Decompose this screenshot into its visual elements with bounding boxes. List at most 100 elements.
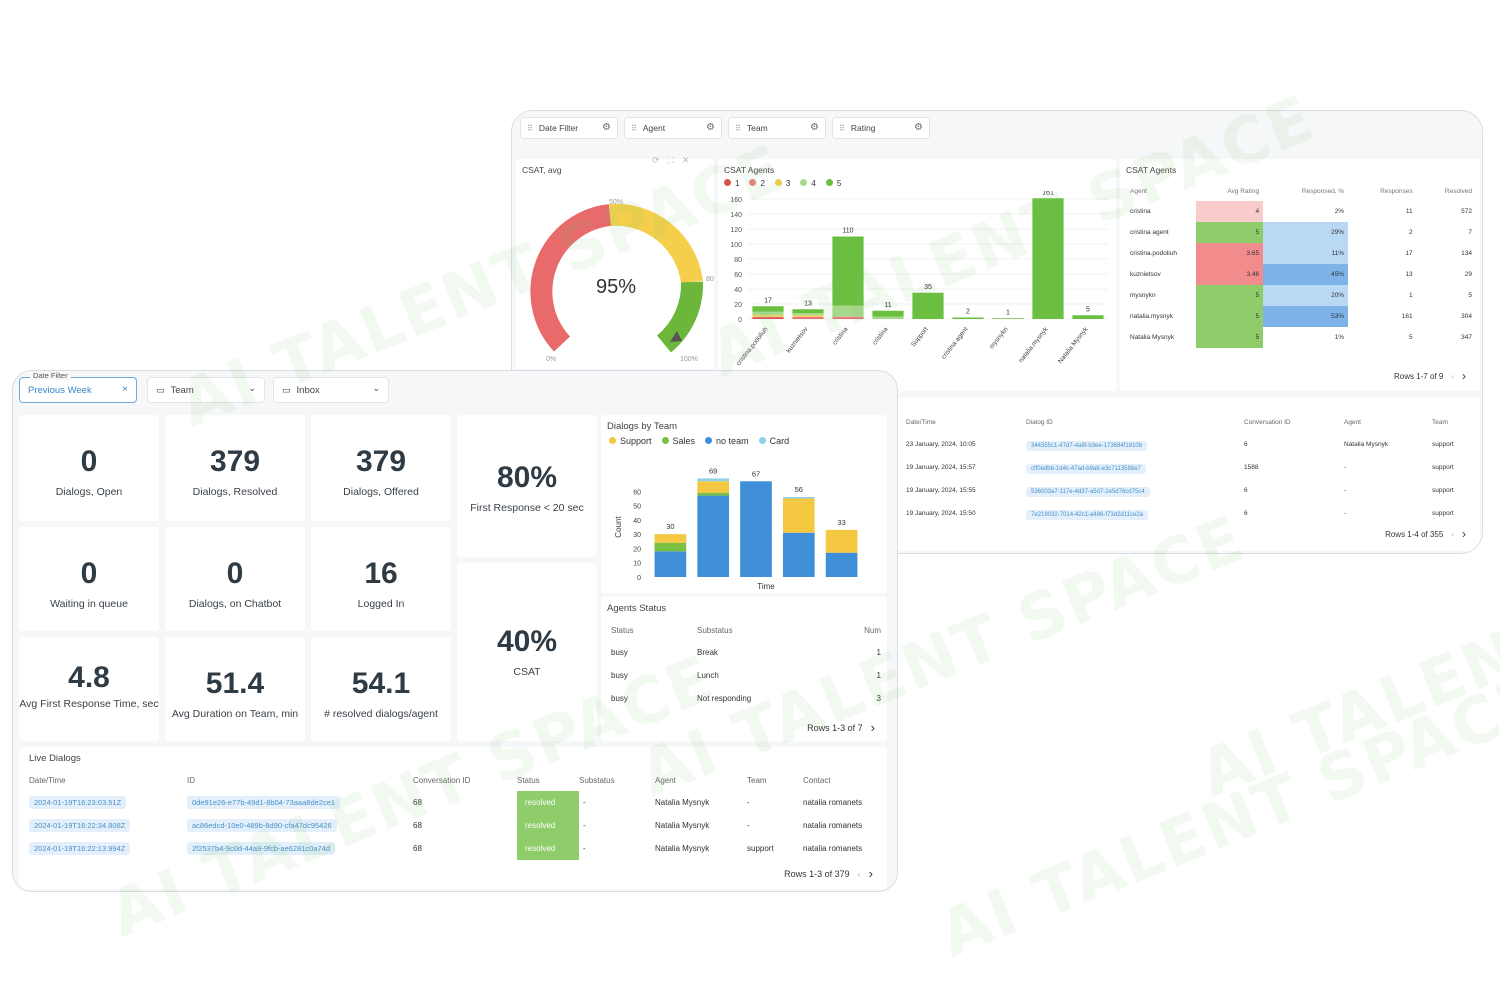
legend-item[interactable]: Support (609, 436, 652, 446)
bar-segment[interactable] (992, 318, 1024, 319)
bar-segment[interactable] (752, 306, 784, 312)
bar-segment[interactable] (697, 478, 730, 482)
bar-segment[interactable] (752, 311, 784, 316)
drag-handle-icon[interactable]: ⠿ (631, 123, 637, 133)
datetime-cell[interactable]: 2024-01-19T16:23:03.51Z (29, 791, 187, 814)
chevron-left-icon[interactable]: ‹ (1451, 371, 1454, 381)
datetime-cell[interactable]: 2024-01-19T16:22:13.994Z (29, 837, 187, 860)
datetime-pill[interactable]: 2024-01-19T16:23:03.51Z (29, 796, 127, 809)
legend-item[interactable]: Card (758, 436, 789, 446)
legend-item[interactable]: no team (705, 436, 749, 446)
bar-segment[interactable] (752, 316, 784, 318)
table-row[interactable]: 2024-01-19T16:23:03.51Z 0de91e26-e77b-49d… (29, 791, 879, 814)
chevron-down-icon[interactable]: ⌄ (248, 383, 256, 393)
filter-agent[interactable]: ⠿ Agent ⚙ (624, 117, 722, 139)
bar-segment[interactable] (792, 313, 824, 316)
bar-segment[interactable] (740, 481, 772, 577)
table-row[interactable]: 2024-01-19T16:22:13.994Z 2f2537b4-9c0d-44… (29, 837, 879, 860)
dialog-id-pill[interactable]: cff0edbb-1d4c-47ad-b9a8-e3c7113588e7 (1026, 464, 1146, 474)
bar-segment[interactable] (872, 316, 904, 319)
legend-item[interactable]: 1 (724, 179, 739, 188)
table-row[interactable]: 23 January, 2024, 10:05 344355c1-47d7-4a8… (906, 433, 1472, 456)
fullscreen-icon[interactable]: ⛶ (667, 155, 682, 165)
table-row[interactable]: 19 January, 2024, 15:57 cff0edbb-1d4c-47a… (906, 456, 1472, 479)
bar-segment[interactable] (752, 317, 784, 320)
chevron-right-icon[interactable]: › (870, 720, 875, 735)
dialog-id-cell[interactable]: 536003a7-117e-4d37-a5d7-2e5d76cd75c4 (1026, 479, 1244, 502)
datetime-pill[interactable]: 2024-01-19T16:22:34.808Z (29, 819, 131, 832)
clear-icon[interactable]: × (122, 384, 128, 395)
bar-segment[interactable] (782, 497, 815, 499)
bar-segment[interactable] (792, 315, 824, 317)
bar-segment[interactable] (832, 318, 864, 319)
id-pill[interactable]: ac86edcd-10e0-489b-8d90-cfa47dc95426 (187, 819, 337, 832)
datetime-cell[interactable]: 2024-01-19T16:22:34.808Z (29, 814, 187, 837)
dialog-id-pill[interactable]: 7e219032-7014-42c1-a486-f73d2d11ce2a (1026, 510, 1148, 520)
inbox-filter[interactable]: ▭ Inbox ⌄ (273, 377, 389, 403)
bar-segment[interactable] (832, 236, 864, 306)
legend-item[interactable]: 2 (749, 179, 765, 188)
id-cell[interactable]: ac86edcd-10e0-489b-8d90-cfa47dc95426 (187, 814, 413, 837)
table-row[interactable]: natalia.mysnyk 5 53% 161 304 (1126, 306, 1476, 327)
bar-segment[interactable] (832, 305, 864, 317)
id-cell[interactable]: 2f2537b4-9c0d-44a9-9fcb-ae6281c0a74d (187, 837, 413, 860)
team-filter[interactable]: ▭ Team ⌄ (147, 377, 265, 403)
chevron-left-icon[interactable]: ‹ (857, 868, 861, 879)
bar-segment[interactable] (792, 316, 824, 319)
dialog-id-pill[interactable]: 344355c1-47d7-4a8f-b3ee-173684f1810b (1026, 441, 1148, 451)
bar-segment[interactable] (782, 498, 815, 533)
bar-segment[interactable] (654, 534, 687, 543)
datetime-pill[interactable]: 2024-01-19T16:22:13.994Z (29, 842, 131, 855)
table-row[interactable]: busy Lunch 1 (611, 664, 881, 687)
table-row[interactable]: cristina agent 5 29% 2 7 (1126, 222, 1476, 243)
filter-date[interactable]: ⠿ Date Filter ⚙ (520, 117, 618, 139)
table-row[interactable]: cristina 4 2% 11 572 (1126, 201, 1476, 222)
bar-segment[interactable] (782, 532, 815, 577)
table-row[interactable]: busy Break 1 (611, 641, 881, 664)
bar-segment[interactable] (872, 310, 904, 317)
bar-segment[interactable] (792, 318, 824, 319)
table-row[interactable]: cristina.podoliuh 3.65 11% 17 134 (1126, 243, 1476, 264)
bar-segment[interactable] (752, 315, 784, 317)
gear-icon[interactable]: ⚙ (602, 122, 611, 133)
bar-segment[interactable] (697, 495, 730, 577)
chevron-right-icon[interactable]: › (1462, 527, 1466, 541)
bar-segment[interactable] (697, 492, 730, 496)
table-row[interactable]: Natalia Mysnyk 5 1% 5 347 (1126, 327, 1476, 348)
date-filter[interactable]: Date Filter Previous Week × (19, 371, 137, 403)
filter-rating[interactable]: ⠿ Rating ⚙ (832, 117, 930, 139)
gear-icon[interactable]: ⚙ (914, 122, 923, 133)
bar-segment[interactable] (1032, 198, 1064, 319)
chevron-left-icon[interactable]: ‹ (1451, 529, 1454, 539)
legend-item[interactable]: 4 (800, 179, 816, 188)
chevron-right-icon[interactable]: › (868, 866, 873, 881)
bar-segment[interactable] (825, 552, 858, 577)
chevron-down-icon[interactable]: ⌄ (372, 383, 380, 393)
dialog-id-pill[interactable]: 536003a7-117e-4d37-a5d7-2e5d76cd75c4 (1026, 487, 1150, 497)
bar-segment[interactable] (792, 309, 824, 313)
drag-handle-icon[interactable]: ⠿ (527, 123, 533, 133)
bar-segment[interactable] (654, 551, 687, 577)
id-pill[interactable]: 0de91e26-e77b-49d1-8b04-73aaa8de2ce1 (187, 796, 341, 809)
bar-segment[interactable] (1072, 315, 1104, 319)
id-cell[interactable]: 0de91e26-e77b-49d1-8b04-73aaa8de2ce1 (187, 791, 413, 814)
dialog-id-cell[interactable]: 7e219032-7014-42c1-a486-f73d2d11ce2a (1026, 502, 1244, 525)
refresh-icon[interactable]: ⟳ (652, 155, 668, 165)
gear-icon[interactable]: ⚙ (706, 122, 715, 133)
filter-team[interactable]: ⠿ Team ⚙ (728, 117, 826, 139)
legend-item[interactable]: 5 (825, 179, 841, 188)
table-row[interactable]: mysnykn 5 20% 1 5 (1126, 285, 1476, 306)
bar-segment[interactable] (912, 292, 944, 319)
legend-item[interactable]: 3 (774, 179, 790, 188)
dialog-id-cell[interactable]: cff0edbb-1d4c-47ad-b9a8-e3c7113588e7 (1026, 456, 1244, 479)
bar-segment[interactable] (654, 542, 687, 552)
drag-handle-icon[interactable]: ⠿ (839, 123, 845, 133)
close-icon[interactable]: ✕ (681, 155, 698, 165)
table-row[interactable]: busy Not responding 3 (611, 687, 881, 710)
table-row[interactable]: 2024-01-19T16:22:34.808Z ac86edcd-10e0-48… (29, 814, 879, 837)
table-row[interactable]: kuznietsov 3.46 45% 13 29 (1126, 264, 1476, 285)
bar-segment[interactable] (825, 529, 858, 553)
bar-segment[interactable] (832, 316, 864, 319)
legend-item[interactable]: Sales (661, 436, 695, 446)
bar-segment[interactable] (952, 317, 984, 320)
